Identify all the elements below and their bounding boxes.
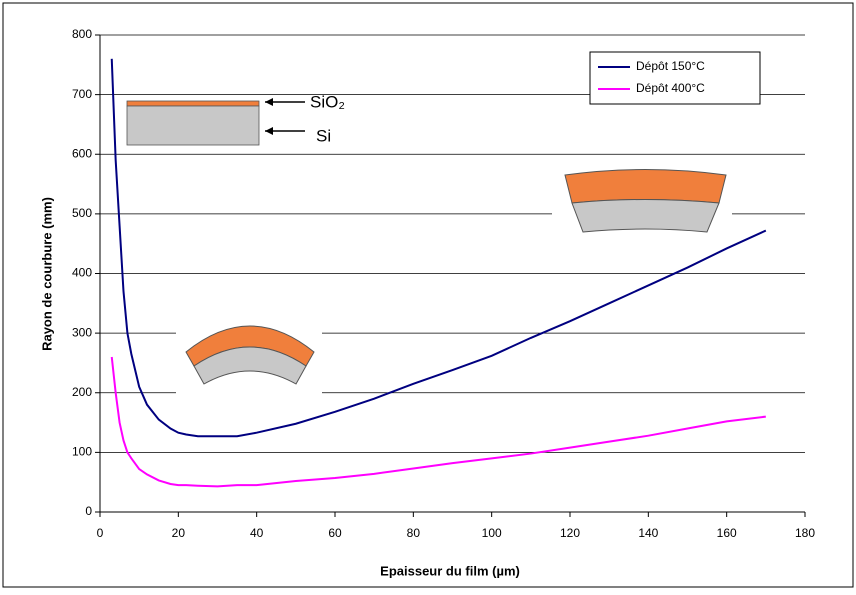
x-tick-label: 180 xyxy=(795,526,815,540)
y-tick-label: 600 xyxy=(72,146,92,160)
y-tick-label: 400 xyxy=(72,266,92,280)
x-tick-label: 120 xyxy=(560,526,580,540)
x-tick-label: 140 xyxy=(638,526,658,540)
y-tick-label: 0 xyxy=(85,504,92,518)
y-tick-label: 800 xyxy=(72,27,92,41)
x-tick-label: 40 xyxy=(250,526,264,540)
y-tick-label: 200 xyxy=(72,385,92,399)
flat-wafer xyxy=(126,98,305,146)
legend-label: Dépôt 400°C xyxy=(636,81,705,95)
convex-wafer xyxy=(176,318,322,396)
x-tick-label: 160 xyxy=(717,526,737,540)
line-series xyxy=(110,356,766,488)
y-tick-label: 500 xyxy=(72,206,92,220)
y-axis-title: Rayon de courbure (mm) xyxy=(39,197,54,351)
annotation: SiO₂ xyxy=(310,92,345,111)
plot: 0 100 200 300 400 500 600 700 800 0 20 40 60 80 100 120… xyxy=(72,27,815,540)
x-tick-label: 100 xyxy=(482,526,502,540)
concave-wafer xyxy=(552,162,732,242)
x-tick-label: 80 xyxy=(407,526,421,540)
x-axis-title: Epaisseur du film (µm) xyxy=(380,563,520,578)
legend-box xyxy=(589,51,761,105)
y-tick-label: 300 xyxy=(72,325,92,339)
y-tick-label: 700 xyxy=(72,87,92,101)
annotation: Si xyxy=(316,126,331,145)
x-tick-label: 0 xyxy=(97,526,104,540)
x-tick-label: 60 xyxy=(328,526,342,540)
line-series xyxy=(110,58,767,438)
y-tick-label: 100 xyxy=(72,445,92,459)
legend-label: Dépôt 150°C xyxy=(636,59,705,73)
x-tick-label: 20 xyxy=(172,526,186,540)
